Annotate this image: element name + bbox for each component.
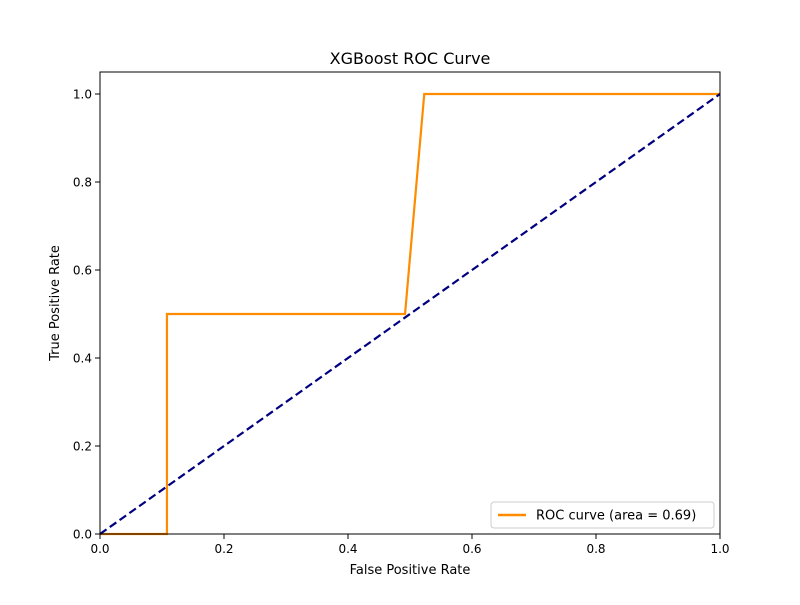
y-tick-label: 0.0 <box>73 528 92 542</box>
plot-frame <box>99 71 721 535</box>
y-tick-label: 0.2 <box>73 440 92 454</box>
y-axis: 0.0 0.2 0.4 0.6 0.8 1.0 <box>73 88 100 542</box>
y-tick-label: 0.4 <box>73 352 92 366</box>
plot-area <box>100 72 720 534</box>
legend: ROC curve (area = 0.69) <box>490 501 715 529</box>
x-tick-label: 1.0 <box>710 542 729 556</box>
legend-box <box>490 501 715 529</box>
chart-title: XGBoost ROC Curve <box>330 49 491 68</box>
x-tick-label: 0.4 <box>338 542 357 556</box>
x-tick-label: 0.0 <box>90 542 109 556</box>
chance-diagonal-line <box>99 93 721 535</box>
y-axis-label: True Positive Rate <box>48 245 63 362</box>
x-axis-label: False Positive Rate <box>350 563 471 578</box>
x-tick-label: 0.8 <box>586 542 605 556</box>
y-tick-label: 0.6 <box>73 264 92 278</box>
x-tick-label: 0.6 <box>462 542 481 556</box>
legend-entry-roc-curve: ROC curve (area = 0.69) <box>536 509 696 524</box>
y-tick-label: 0.8 <box>73 176 92 190</box>
x-tick-label: 0.2 <box>214 542 233 556</box>
x-axis: 0.0 0.2 0.4 0.6 0.8 1.0 <box>90 534 730 556</box>
y-tick-label: 1.0 <box>73 88 92 102</box>
